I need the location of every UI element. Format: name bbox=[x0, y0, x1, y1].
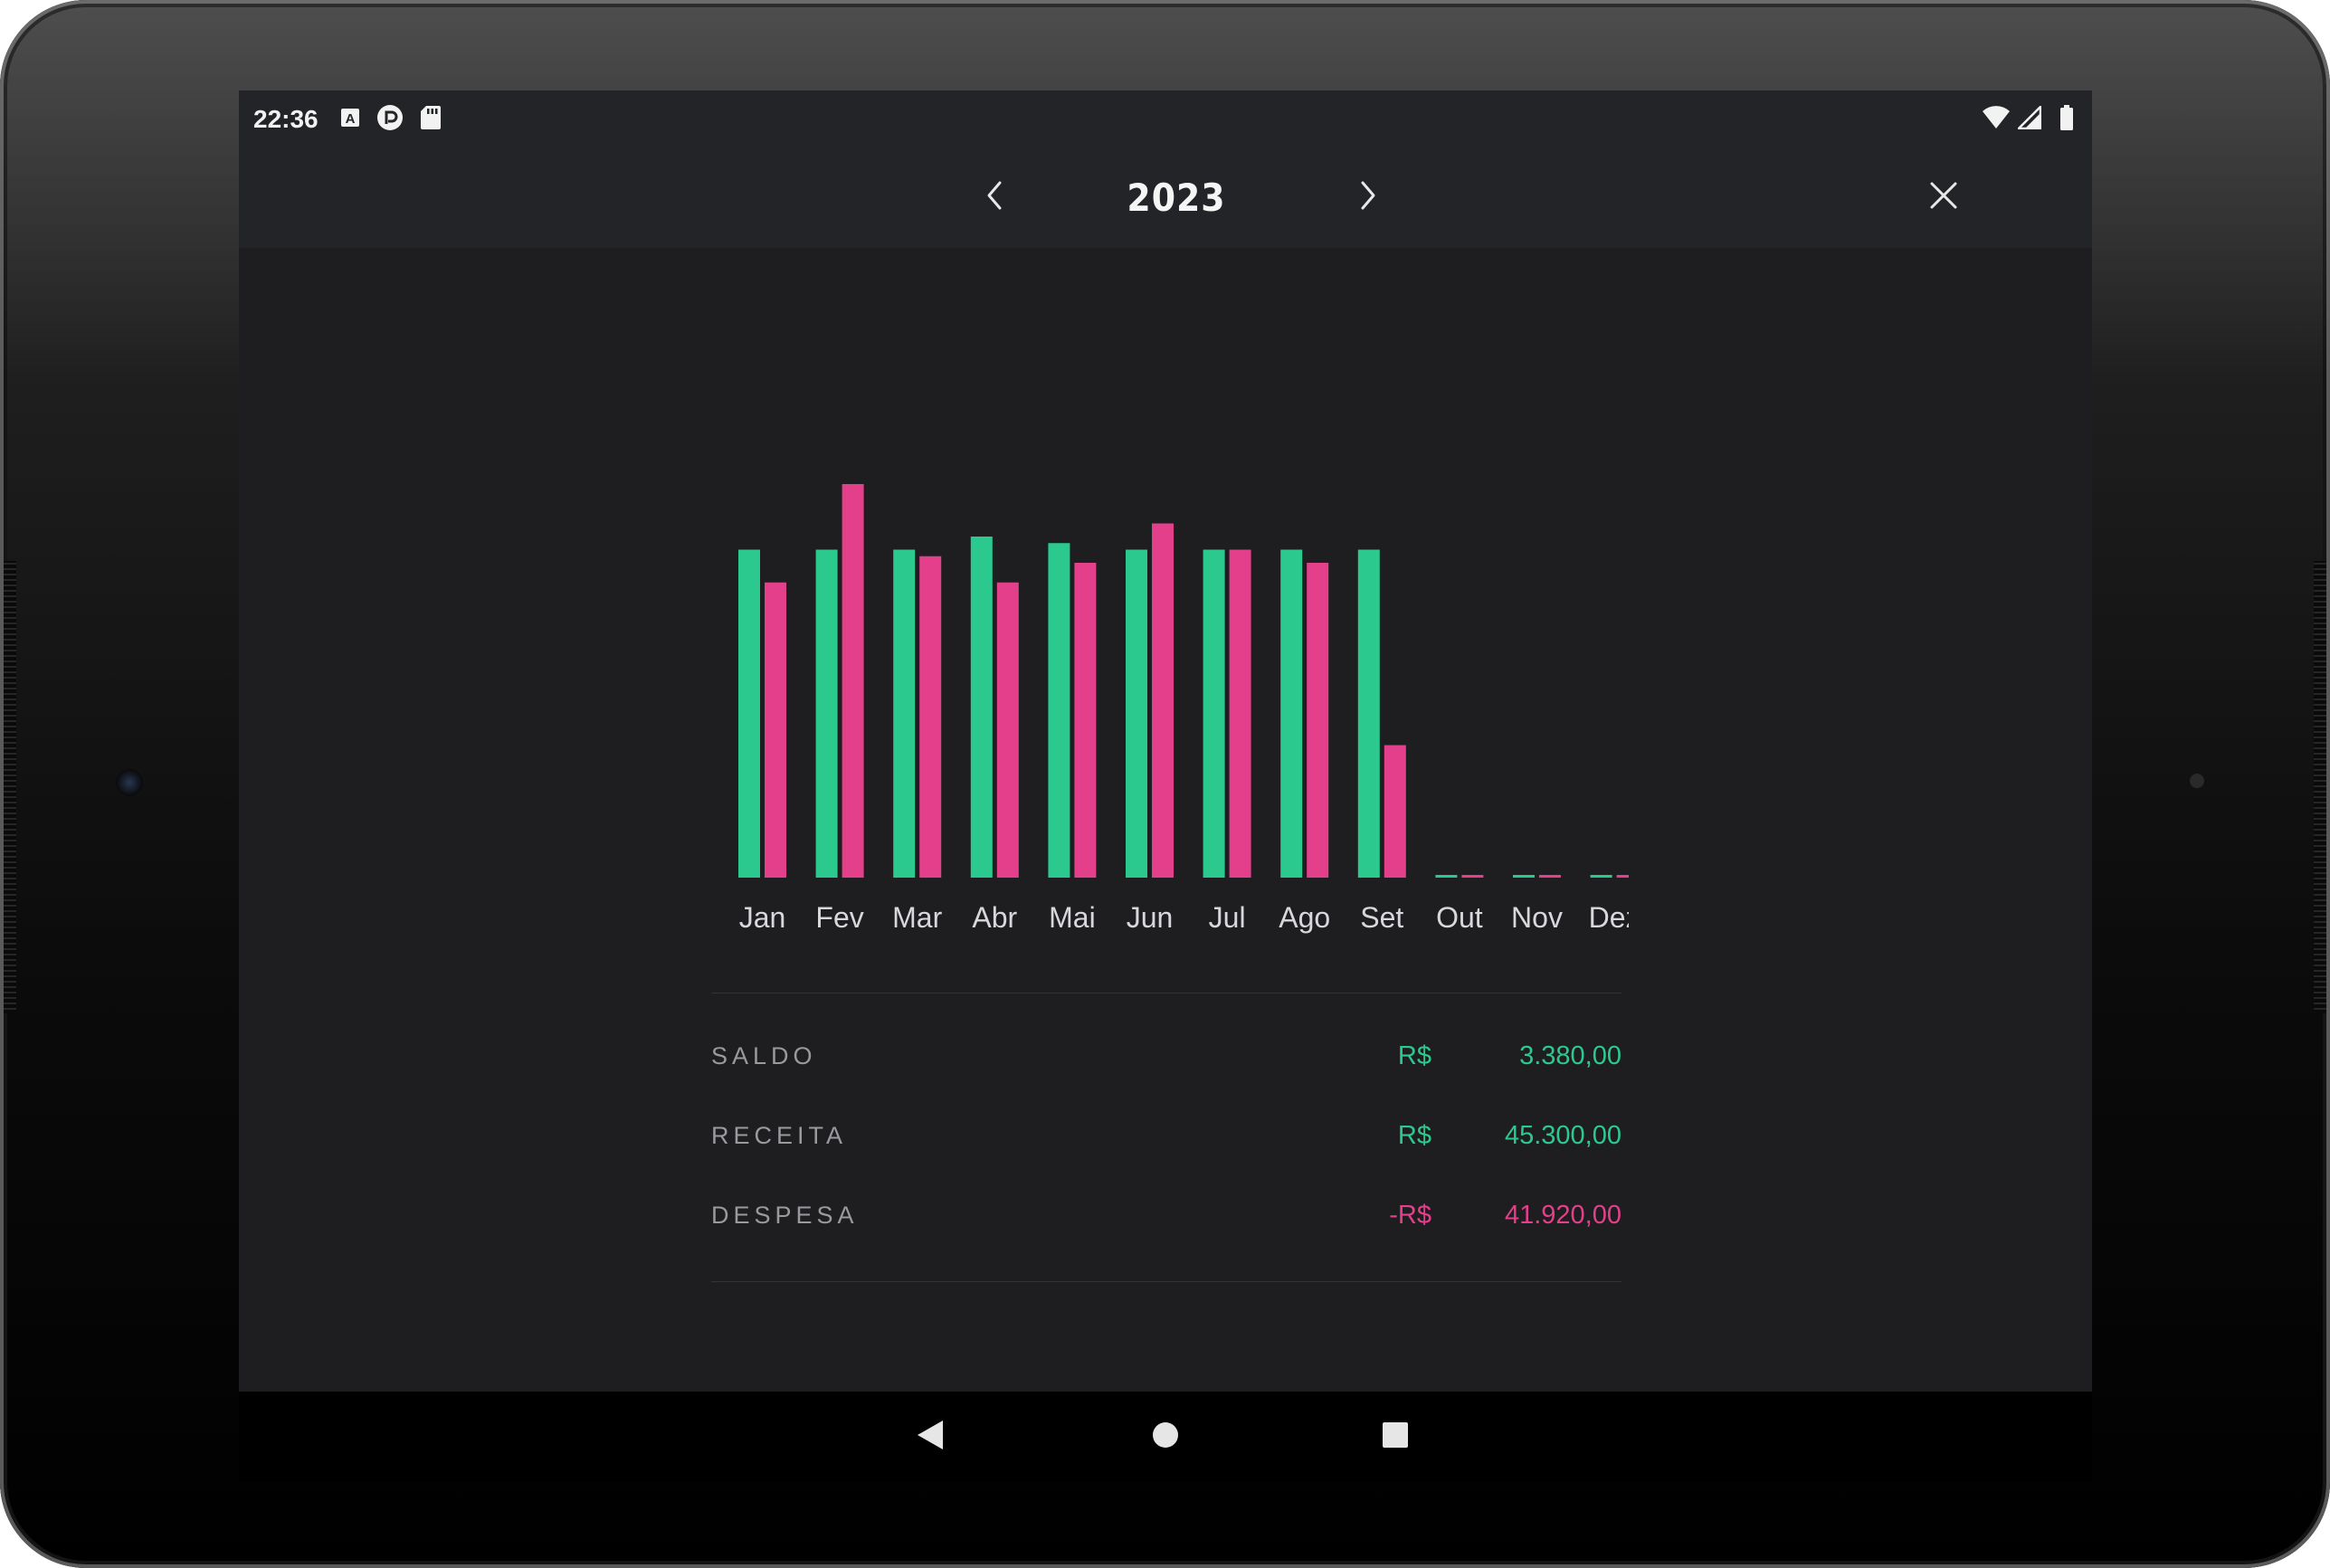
bar-ago-series-0[interactable] bbox=[1280, 549, 1303, 879]
saldo-currency: R$ bbox=[1397, 1041, 1431, 1070]
bar-mar-series-1[interactable] bbox=[919, 556, 942, 878]
app-screen: 22:36 A bbox=[239, 90, 2092, 1392]
bar-abr-series-0[interactable] bbox=[970, 537, 993, 878]
bar-fev-series-0[interactable] bbox=[815, 549, 838, 879]
bar-mar-series-0[interactable] bbox=[893, 549, 916, 879]
battery-icon bbox=[2059, 104, 2074, 135]
previous-year-button[interactable] bbox=[963, 165, 1028, 230]
close-icon bbox=[1928, 180, 1959, 215]
month-label-jun: Jun bbox=[1127, 901, 1174, 934]
despesa-value: 41.920,00 bbox=[1504, 1201, 1621, 1230]
summary-row-saldo: SALDO R$ 3.380,00 bbox=[711, 1029, 1621, 1083]
bar-dez-series-0-zero bbox=[1590, 875, 1612, 878]
speaker-grille-right bbox=[2314, 561, 2326, 1013]
bar-mai-series-1[interactable] bbox=[1074, 563, 1097, 878]
bar-nov-series-1-zero bbox=[1539, 875, 1561, 878]
bar-fev-series-1[interactable] bbox=[842, 484, 864, 878]
home-circle-icon bbox=[1151, 1421, 1180, 1454]
light-sensor bbox=[2190, 774, 2204, 788]
front-camera bbox=[116, 769, 143, 796]
month-label-mar: Mar bbox=[892, 901, 942, 934]
chevron-left-icon bbox=[982, 180, 1009, 215]
notification-icons: A bbox=[340, 100, 442, 139]
bar-abr-series-1[interactable] bbox=[996, 582, 1019, 878]
system-icons bbox=[1982, 100, 2074, 139]
back-triangle-icon bbox=[916, 1419, 945, 1456]
bar-nov-series-0-zero bbox=[1513, 875, 1535, 878]
monthly-chart: Jan Fev Mar Abr Mai Jun Jul Ago Set Out Nov Dez bbox=[702, 362, 1629, 950]
chevron-right-icon bbox=[1354, 180, 1381, 215]
bar-jan-series-0[interactable] bbox=[738, 549, 760, 879]
bar-jun-series-0[interactable] bbox=[1126, 549, 1147, 879]
saldo-value: 3.380,00 bbox=[1519, 1041, 1621, 1070]
status-time: 22:36 bbox=[253, 105, 319, 133]
bar-jun-series-1[interactable] bbox=[1152, 523, 1174, 879]
year-title: 2023 bbox=[1127, 176, 1226, 220]
status-bar: 22:36 A bbox=[239, 90, 2092, 148]
pocketcasts-icon bbox=[376, 104, 404, 136]
next-year-button[interactable] bbox=[1335, 165, 1400, 230]
month-label-abr: Abr bbox=[972, 901, 1017, 934]
saldo-label: SALDO bbox=[711, 1042, 817, 1069]
month-label-mai: Mai bbox=[1049, 901, 1096, 934]
bar-chart: Jan Fev Mar Abr Mai Jun Jul Ago Set Out Nov Dez bbox=[738, 484, 1629, 934]
bar-set-series-1[interactable] bbox=[1384, 745, 1406, 878]
back-button[interactable] bbox=[903, 1410, 957, 1464]
bar-jul-series-1[interactable] bbox=[1229, 549, 1251, 879]
bar-out-series-0-zero bbox=[1435, 875, 1458, 878]
recents-button[interactable] bbox=[1368, 1410, 1422, 1464]
system-navigation-bar bbox=[239, 1392, 2092, 1482]
summary-row-receita: RECEITA R$ 45.300,00 bbox=[711, 1108, 1621, 1163]
receita-value: 45.300,00 bbox=[1504, 1121, 1621, 1150]
bar-set-series-0[interactable] bbox=[1357, 549, 1380, 879]
month-label-ago: Ago bbox=[1279, 901, 1330, 934]
sd-card-icon bbox=[420, 105, 442, 135]
despesa-currency: -R$ bbox=[1389, 1201, 1431, 1230]
month-label-nov: Nov bbox=[1511, 901, 1563, 934]
a-notification-icon: A bbox=[340, 108, 360, 132]
bar-out-series-1-zero bbox=[1461, 875, 1484, 878]
svg-text:A: A bbox=[346, 111, 356, 127]
signal-icon bbox=[2015, 103, 2042, 134]
wifi-icon bbox=[1982, 105, 2011, 134]
speaker-grille-left bbox=[4, 561, 16, 1013]
summary-row-despesa: DESPESA -R$ 41.920,00 bbox=[711, 1188, 1621, 1242]
month-label-dez: Dez bbox=[1589, 901, 1629, 934]
bar-ago-series-1[interactable] bbox=[1307, 563, 1329, 878]
receita-currency: R$ bbox=[1397, 1121, 1431, 1150]
home-button[interactable] bbox=[1138, 1410, 1193, 1464]
bar-mai-series-0[interactable] bbox=[1048, 543, 1070, 878]
month-label-jul: Jul bbox=[1209, 901, 1246, 934]
receita-label: RECEITA bbox=[711, 1122, 848, 1149]
month-label-jan: Jan bbox=[739, 901, 786, 934]
bar-dez-series-1-zero bbox=[1616, 875, 1629, 878]
recents-square-icon bbox=[1381, 1421, 1410, 1454]
month-label-out: Out bbox=[1436, 901, 1483, 934]
bar-jan-series-1[interactable] bbox=[765, 582, 786, 878]
bar-jul-series-0[interactable] bbox=[1203, 549, 1225, 879]
month-label-set: Set bbox=[1360, 901, 1403, 934]
despesa-label: DESPESA bbox=[711, 1202, 859, 1229]
year-toolbar: 2023 bbox=[239, 148, 2092, 248]
summary-panel: SALDO R$ 3.380,00 RECEITA R$ 45.300,00 D… bbox=[711, 993, 1621, 1282]
month-label-fev: Fev bbox=[815, 901, 863, 934]
close-button[interactable] bbox=[1911, 165, 1976, 230]
